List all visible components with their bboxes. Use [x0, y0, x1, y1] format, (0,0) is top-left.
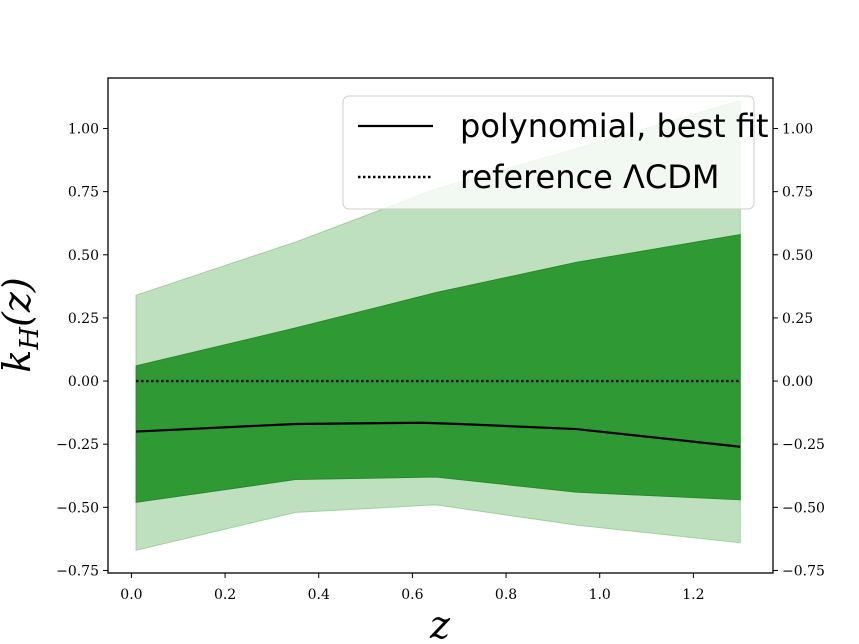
y-tick-label-right: 0.25 [782, 311, 813, 327]
x-tick-label: 0.2 [214, 587, 236, 603]
y-tick-label-right: −0.75 [782, 563, 825, 579]
y-tick-label-left: 1.00 [68, 122, 99, 138]
confidence-bands [135, 100, 741, 551]
y-axis-label: kH(z) [0, 277, 45, 372]
legend: polynomial, best fit reference ΛCDM [342, 95, 769, 210]
y-tick-label-right: 0.00 [782, 374, 813, 390]
y-tick-label-right: −0.25 [782, 437, 825, 453]
y-tick-label-right: 0.50 [782, 248, 813, 264]
legend-entry-label: polynomial, best fit [460, 107, 769, 145]
y-tick-label-right: 1.00 [782, 122, 813, 138]
y-tick-label-left: 0.25 [68, 311, 99, 327]
x-tick-label: 1.2 [682, 587, 704, 603]
x-tick-label: 1.0 [589, 587, 611, 603]
y-tick-label-right: −0.50 [782, 500, 825, 516]
best-fit-line [136, 421, 741, 448]
y-tick-label-left: 0.75 [68, 185, 99, 201]
axis-ticks: 0.0 0.2 0.4 0.6 0.8 1.0 1.2 −0.75 −0.75 −0.50 −0.5… [56, 122, 825, 603]
y-tick-label-left: −0.50 [56, 500, 99, 516]
plot-frame [107, 77, 774, 574]
x-tick-label: 0.8 [495, 587, 517, 603]
legend-entry-label: reference ΛCDM [460, 158, 719, 196]
y-tick-label-left: 0.00 [68, 374, 99, 390]
x-tick-label: 0.6 [401, 587, 423, 603]
legend-box [342, 95, 755, 210]
series-lines [136, 379, 741, 448]
x-tick-label: 0.4 [308, 587, 330, 603]
y-tick-label-left: −0.75 [56, 563, 99, 579]
y-tick-label-left: −0.25 [56, 437, 99, 453]
y-tick-label-right: 0.75 [782, 185, 813, 201]
inner-confidence-band [135, 233, 741, 503]
x-axis-label: z [429, 603, 451, 644]
y-tick-label-left: 0.50 [68, 248, 99, 264]
x-tick-label: 0.0 [120, 587, 142, 603]
